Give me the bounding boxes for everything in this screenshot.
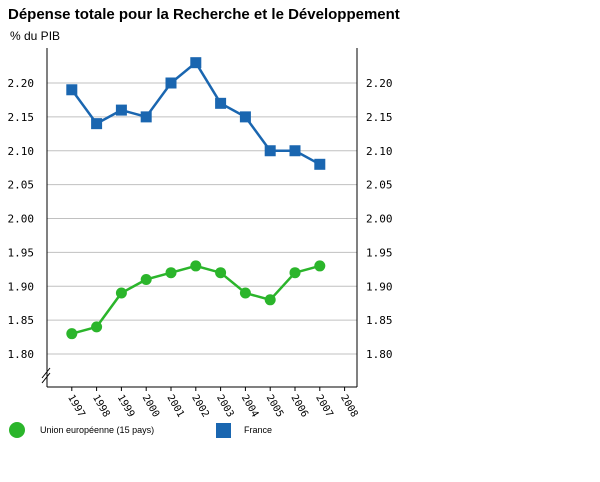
y-tick-label-right: 2.05: [366, 179, 393, 192]
y-tick-label-left: 1.95: [8, 246, 35, 259]
y-tick-label-right: 2.10: [366, 145, 393, 158]
legend-france-label: France: [244, 425, 273, 435]
france-data-point: [215, 97, 227, 109]
x-tick-label: 2002: [189, 393, 211, 419]
y-tick-label-left: 2.15: [8, 111, 35, 124]
eu-series-line: [71, 264, 321, 335]
france-data-point: [140, 111, 152, 123]
france-series-line: [70, 60, 321, 166]
y-tick-label-left: 2.05: [8, 179, 35, 192]
y-tick-label-right: 1.90: [366, 280, 393, 293]
x-tick-label: 2001: [164, 393, 186, 419]
legend-eu-label: Union européenne (15 pays): [40, 425, 155, 435]
eu-data-point: [289, 267, 301, 279]
y-axis-unit-label: % du PIB: [10, 29, 61, 43]
france-data-point: [190, 57, 202, 69]
chart-title: Dépense totale pour la Recherche et le D…: [8, 6, 400, 23]
eu-data-point: [115, 287, 127, 299]
legend-eu-marker-icon: [9, 422, 25, 438]
legend-france-marker-icon: [216, 423, 231, 438]
x-tick-label: 2004: [239, 393, 261, 419]
x-tick-label: 2005: [264, 393, 286, 419]
eu-data-point: [239, 287, 251, 299]
y-tick-label-right: 2.15: [366, 111, 393, 124]
y-tick-label-left: 2.10: [8, 145, 35, 158]
axis-break-mark: [41, 372, 51, 384]
eu-data-point: [264, 294, 276, 306]
france-data-point: [66, 84, 78, 96]
y-tick-label-right: 1.85: [366, 314, 393, 327]
y-tick-label-left: 2.00: [8, 213, 35, 226]
eu-data-point: [140, 273, 152, 285]
x-tick-label: 1999: [115, 393, 137, 419]
eu-data-point: [314, 260, 326, 272]
y-tick-label-left: 1.80: [8, 348, 35, 361]
eu-data-point: [165, 267, 177, 279]
x-tick-label: 2007: [313, 393, 335, 419]
france-data-point: [91, 118, 103, 130]
y-tick-label-left: 1.90: [8, 280, 35, 293]
eu-data-point: [215, 267, 227, 279]
y-tick-label-left: 2.20: [8, 77, 35, 90]
y-tick-label-right: 2.20: [366, 77, 393, 90]
france-data-point: [115, 104, 127, 116]
x-tick-label: 2003: [214, 393, 236, 419]
x-tick-label: 1998: [90, 393, 112, 419]
france-data-point: [165, 77, 177, 89]
x-tick-label: 2000: [140, 393, 162, 419]
y-tick-label-right: 2.00: [366, 213, 393, 226]
france-data-point: [239, 111, 251, 123]
eu-data-point: [91, 321, 103, 333]
y-tick-label-right: 1.95: [366, 246, 393, 259]
x-tick-label: 1997: [65, 393, 87, 419]
france-data-point: [264, 145, 276, 157]
y-tick-label-right: 1.80: [366, 348, 393, 361]
x-tick-label: 2008: [338, 393, 360, 419]
france-data-point: [289, 145, 301, 157]
france-data-point: [314, 158, 326, 170]
axis-break-mark: [41, 367, 51, 379]
eu-data-point: [66, 328, 78, 340]
y-tick-label-left: 1.85: [8, 314, 35, 327]
eu-data-point: [190, 260, 202, 272]
x-tick-label: 2006: [288, 393, 310, 419]
